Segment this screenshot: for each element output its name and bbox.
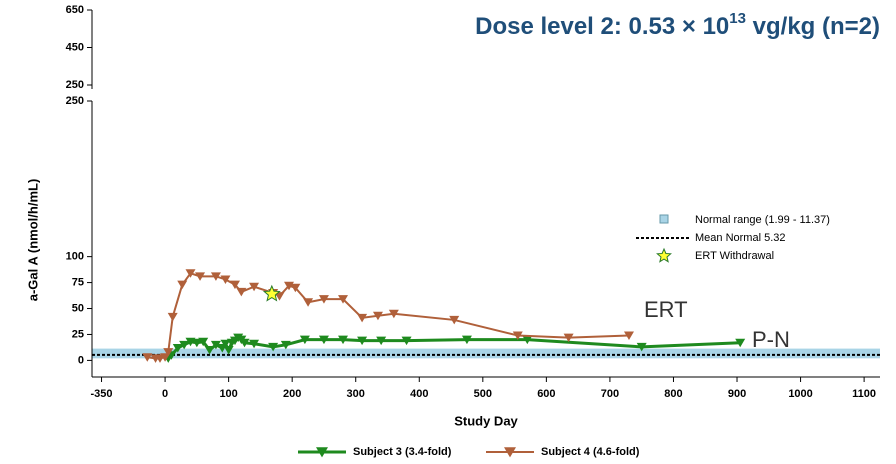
x-tick-label: 0 <box>162 388 168 400</box>
x-tick-label: 600 <box>537 388 555 400</box>
title-superscript: 13 <box>729 10 746 27</box>
legend-label: ERT Withdrawal <box>695 250 774 262</box>
x-tick-label: 900 <box>728 388 746 400</box>
marker <box>338 295 349 304</box>
y-tick-label: 75 <box>72 276 84 288</box>
annotation: ERT <box>644 297 688 322</box>
legend-swatch <box>659 214 669 224</box>
marker <box>179 340 190 350</box>
y-tick-label: 0 <box>78 354 84 366</box>
title-text: vg/kg (n=2) <box>746 13 880 40</box>
marker <box>249 282 260 292</box>
legend-label: Subject 3 (3.4-fold) <box>353 446 452 458</box>
marker <box>236 287 247 297</box>
chart-title: Dose level 2: 0.53 × 1013 vg/kg (n=2) <box>475 10 880 40</box>
marker <box>357 313 368 323</box>
legend-swatch <box>504 447 516 458</box>
marker <box>210 272 221 281</box>
marker <box>318 295 329 304</box>
x-tick-label: 1100 <box>852 388 876 400</box>
marker <box>163 348 174 357</box>
marker <box>636 342 647 352</box>
y-tick-label: 650 <box>66 4 84 16</box>
marker <box>167 312 178 322</box>
marker <box>198 337 209 347</box>
marker <box>172 343 183 353</box>
marker <box>142 353 153 362</box>
x-axis-label: Study Day <box>454 413 518 428</box>
y-tick-label: 25 <box>72 328 84 340</box>
marker <box>280 340 291 350</box>
marker <box>204 346 215 355</box>
marker <box>229 280 240 290</box>
marker <box>220 339 231 349</box>
marker <box>191 338 202 348</box>
marker <box>239 338 250 348</box>
marker <box>512 331 523 340</box>
marker <box>401 336 412 346</box>
y-tick-label: 450 <box>66 41 84 53</box>
y-tick-label: 100 <box>66 251 84 263</box>
series-line <box>147 272 630 360</box>
legend-label: Mean Normal 5.32 <box>695 232 786 244</box>
marker <box>185 269 196 278</box>
marker <box>210 340 221 350</box>
marker <box>449 315 460 325</box>
marker <box>303 298 314 307</box>
x-tick-label: 200 <box>283 388 301 400</box>
x-tick-label: 1000 <box>788 388 812 400</box>
y-tick-label: 250 <box>66 79 84 91</box>
marker <box>376 336 387 346</box>
marker <box>357 336 368 346</box>
marker <box>223 346 234 355</box>
normal-range-band <box>92 348 880 359</box>
ert-withdrawal-marker <box>262 284 281 302</box>
marker <box>249 339 260 349</box>
legend-label: Subject 4 (4.6-fold) <box>541 446 640 458</box>
y-tick-label: 50 <box>72 302 84 314</box>
marker <box>388 309 399 319</box>
marker <box>522 335 533 345</box>
y-axis-label: a-Gal A (nmol/h/mL) <box>25 179 40 302</box>
marker <box>290 283 301 293</box>
x-tick-label: 500 <box>474 388 492 400</box>
marker <box>220 275 231 284</box>
marker <box>623 331 634 340</box>
marker <box>318 335 329 345</box>
y-tick-label: 250 <box>66 95 84 107</box>
marker <box>372 311 383 321</box>
marker <box>563 333 574 343</box>
legend-swatch <box>656 247 672 263</box>
x-tick-label: 800 <box>664 388 682 400</box>
legend-swatch <box>316 447 328 458</box>
x-tick-label: 100 <box>219 388 237 400</box>
marker <box>461 335 472 345</box>
marker <box>268 342 279 352</box>
legend-label: Normal range (1.99 - 11.37) <box>695 214 830 226</box>
annotation: P-N <box>752 327 790 352</box>
marker <box>195 272 206 281</box>
marker <box>299 335 310 345</box>
marker <box>177 280 188 290</box>
x-tick-label: -350 <box>91 388 113 400</box>
x-tick-label: 400 <box>410 388 428 400</box>
x-tick-label: 300 <box>347 388 365 400</box>
title-text: Dose level 2: 0.53 × 10 <box>475 13 729 40</box>
marker <box>735 338 746 348</box>
x-tick-label: 700 <box>601 388 619 400</box>
marker <box>338 335 349 345</box>
